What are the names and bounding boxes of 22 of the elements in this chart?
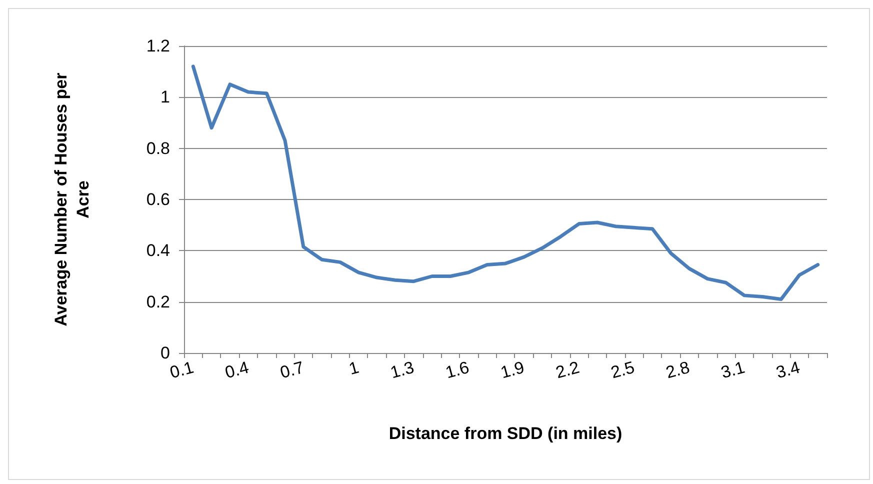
x-tick-label: 3.1 (719, 358, 747, 382)
x-tick-label: 2.8 (664, 358, 692, 382)
x-tick-label: 0.4 (223, 358, 251, 382)
y-tick-label: 0.8 (146, 138, 170, 158)
x-tick-label: 0.1 (168, 358, 196, 382)
y-axis-title: Average Number of Houses per Acre (52, 72, 92, 326)
x-tick-label: 0.7 (278, 358, 306, 382)
y-tick-label: 1 (160, 88, 170, 107)
x-tick-label: 1.3 (388, 358, 416, 382)
x-axis-title: Distance from SDD (in miles) (388, 424, 622, 443)
x-tick-label: 2.2 (554, 358, 582, 382)
x-tick-label: 2.5 (608, 358, 637, 382)
x-tick-label: 1 (346, 358, 361, 379)
y-tick-label: 1.2 (146, 36, 170, 56)
x-tick-label: 1.9 (498, 358, 526, 382)
y-tick-label: 0.2 (146, 292, 170, 312)
y-tick-label: 0 (160, 344, 170, 362)
x-tick-label: 1.6 (443, 358, 472, 382)
line-series (191, 64, 820, 302)
x-tick-label: 3.4 (774, 358, 802, 382)
y-tick-label: 0.4 (146, 241, 170, 260)
y-tick-label: 0.6 (146, 190, 170, 209)
